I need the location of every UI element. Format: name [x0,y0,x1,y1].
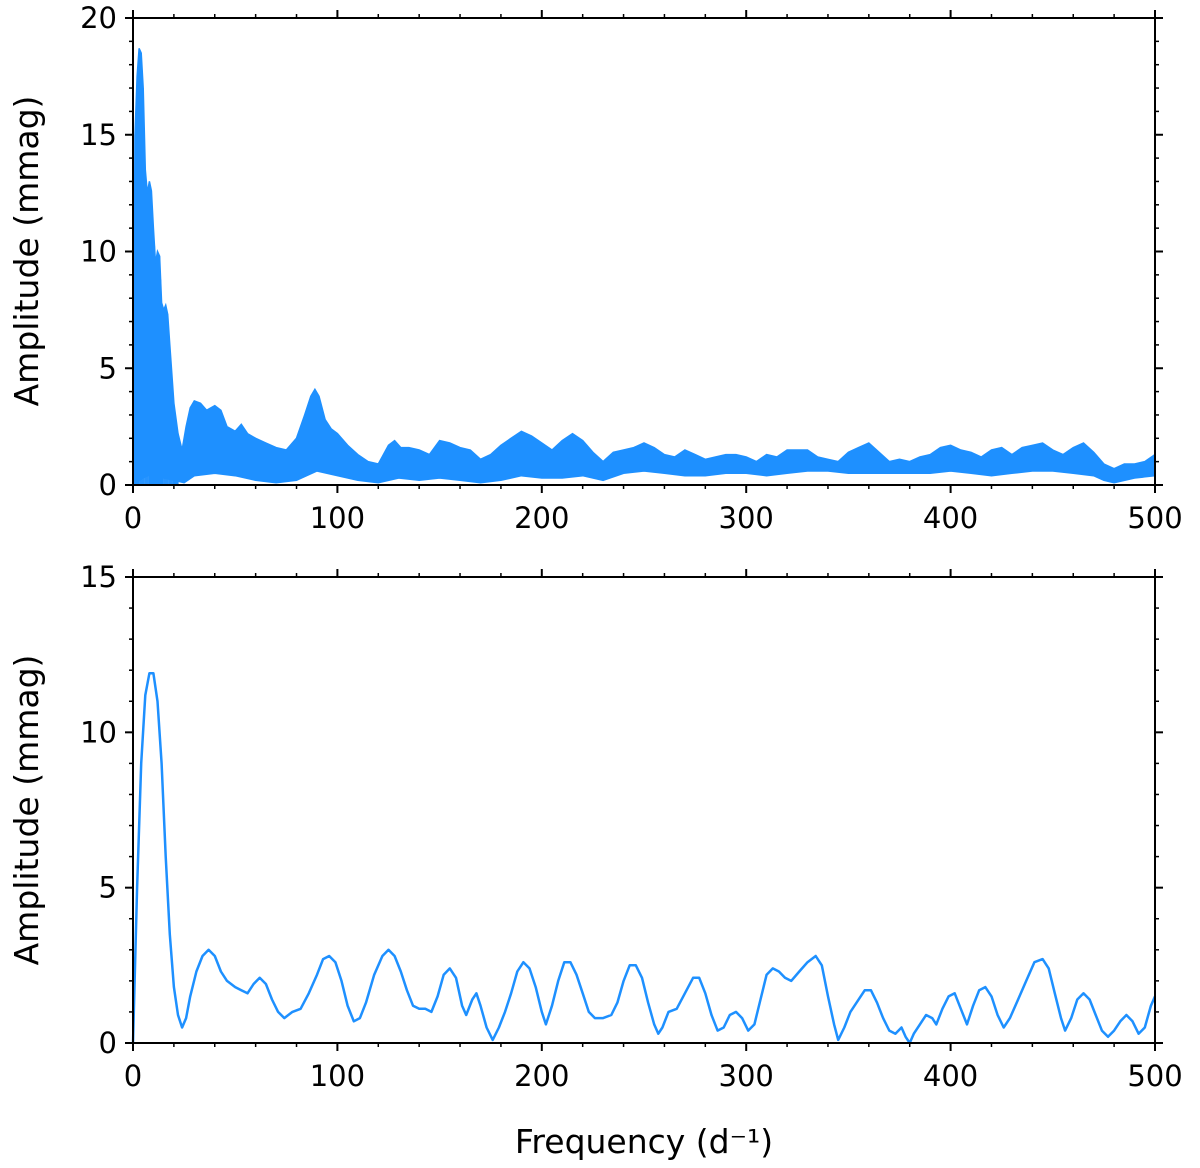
top-axis-ticks: 0 100 200 300 400 500 0 5 10 15 20 [80,1,1183,535]
top-x-tick-label: 300 [719,501,774,535]
top-x-tick-label: 400 [923,501,978,535]
bottom-x-tick-label: 300 [719,1059,774,1093]
top-y-tick-label: 20 [80,1,117,35]
top-x-tick-label: 500 [1127,501,1182,535]
top-x-tick-label: 200 [514,501,569,535]
bottom-x-tick-label: 100 [310,1059,365,1093]
top-y-axis-label: Amplitude (mmag) [7,96,46,407]
top-plot-frame [132,17,1156,486]
top-y-tick-label: 0 [99,468,117,502]
bottom-plot-frame [132,576,1156,1044]
bottom-y-axis-label: Amplitude (mmag) [7,655,46,966]
top-x-tick-label: 0 [124,501,142,535]
top-panel: 0 100 200 300 400 500 0 5 10 15 20 Amplitude (mmag… [7,1,1183,535]
bottom-x-tick-label: 0 [124,1059,142,1093]
bottom-y-tick-label: 0 [99,1026,117,1060]
spectrum-line [131,672,1157,1045]
top-y-tick-label: 5 [99,351,117,385]
bottom-axis-ticks: 0 100 200 300 400 500 0 5 10 15 [80,560,1183,1093]
bottom-x-tick-label: 400 [923,1059,978,1093]
x-axis-label: Frequency (d⁻¹) [515,1122,773,1161]
bottom-x-tick-label: 500 [1127,1059,1182,1093]
top-amplitude-spectrum [132,48,1156,487]
spectrum-band [132,48,1156,487]
bottom-amplitude-spectrum [131,672,1157,1045]
top-x-tick-label: 100 [310,501,365,535]
bottom-x-tick-label: 200 [514,1059,569,1093]
bottom-y-tick-label: 5 [99,871,117,905]
top-y-tick-label: 15 [80,118,117,152]
bottom-y-tick-label: 10 [80,715,117,749]
bottom-y-tick-label: 15 [80,560,117,594]
top-y-tick-label: 10 [80,235,117,269]
